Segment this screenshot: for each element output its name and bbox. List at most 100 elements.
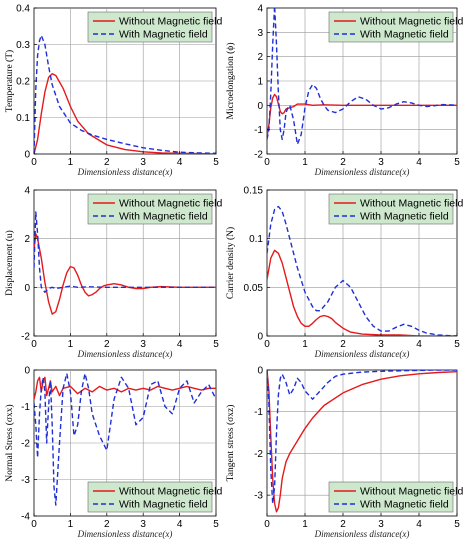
y-tick-label: 0.4 [16,4,30,15]
x-tick-label: 5 [213,339,219,350]
x-tick-label: 1 [68,519,74,530]
x-tick-label: 5 [454,519,460,530]
legend-entry: With Magnetic field [119,211,208,223]
x-tick-label: 2 [340,157,346,168]
y-tick-label: -2 [254,449,263,460]
x-tick-label: 1 [68,157,74,168]
series-line-with-magnetic-field [34,34,216,154]
legend-entry: Without Magnetic field [360,16,463,28]
y-tick-label: -2 [21,332,30,343]
x-tick-label: 5 [454,339,460,350]
series-line-without-magnetic-field [34,73,216,154]
series-line-with-magnetic-field [267,8,457,145]
x-tick-label: 1 [302,339,308,350]
series-line-with-magnetic-field [267,370,457,505]
y-tick-label: 3 [257,28,263,39]
y-axis-label: Temperature (T) [4,50,15,112]
series-line-without-magnetic-field [267,249,457,336]
y-tick-label: -3 [254,491,263,502]
x-tick-label: 4 [416,157,422,168]
legend-box [87,193,213,225]
y-axis-label: Normal Stress (σxx) [4,404,15,481]
x-axis-label: Dimensionless distance(x) [77,167,173,177]
series-line-without-magnetic-field [267,93,457,138]
legend-box [328,11,454,43]
y-tick-label: 1 [257,77,263,88]
y-tick-label: 0 [257,101,263,112]
x-tick-label: 2 [104,519,110,530]
legend-entry: With Magnetic field [119,499,208,511]
panel-carrier-density: 0 1 2 3 4 5 0 0.05 0.1 0.15 Dimensionless distance… [225,186,463,360]
y-tick-label: 4 [257,4,263,15]
x-axis-label: Dimensionless distance(x) [314,349,410,359]
x-tick-label: 3 [140,157,146,168]
y-tick-label: 0 [24,366,30,377]
x-tick-label: 0 [31,339,37,350]
y-tick-label: 2 [257,52,263,63]
y-tick-label: 0 [24,283,30,294]
legend-entry: With Magnetic field [360,29,449,41]
series-line-without-magnetic-field [34,233,216,315]
x-tick-label: 2 [340,339,346,350]
y-tick-label: 2 [24,234,30,245]
legend-box [87,481,213,513]
y-tick-label: 0.2 [16,77,30,88]
x-tick-label: 0 [264,157,270,168]
x-tick-label: 3 [378,519,384,530]
y-tick-label: 0 [257,332,263,343]
panel-tangent-stress: 0 1 2 3 4 5 -3 -2 -1 0 Dimensionless distance(x) Ta… [225,366,463,540]
legend-entry: With Magnetic field [119,29,208,41]
x-tick-label: 4 [416,519,422,530]
y-tick-label: -3 [21,475,30,486]
y-tick-label: 4 [24,186,30,197]
series-line-with-magnetic-field [34,372,216,506]
x-tick-label: 2 [104,339,110,350]
legend-entry: With Magnetic field [360,499,449,511]
x-axis-label: Dimensionless distance(x) [77,529,173,539]
y-tick-label: 0.15 [244,186,264,197]
x-axis-label: Dimensionless distance(x) [314,529,410,539]
x-tick-label: 0 [264,339,270,350]
x-tick-label: 3 [378,339,384,350]
y-tick-label: 0.1 [16,113,30,124]
legend-entry: Without Magnetic field [360,486,463,498]
panel-temperature: 0 1 2 3 4 5 0 0.1 0.2 0.3 0.4 Dimensionless distanc… [4,4,222,178]
series-line-with-magnetic-field [267,205,457,336]
y-tick-label: -2 [254,150,263,161]
x-tick-label: 1 [68,339,74,350]
y-axis-label: Microelongation (ϕ) [225,42,236,119]
x-tick-label: 5 [213,519,219,530]
x-tick-label: 3 [378,157,384,168]
x-tick-label: 3 [140,339,146,350]
legend-entry: With Magnetic field [360,211,449,223]
y-tick-label: 0.1 [249,234,263,245]
x-tick-label: 4 [177,339,183,350]
series-line-with-magnetic-field [34,211,216,293]
y-axis-label: Displacement (u) [4,230,15,296]
panel-normal-stress: 0 1 2 3 4 5 -4 -3 -2 -1 0 Dimensionless distance(x)… [4,366,222,540]
y-axis-label: Tangent stress (σxz) [225,405,236,482]
series-line-without-magnetic-field [34,376,216,400]
x-tick-label: 5 [454,157,460,168]
x-tick-label: 4 [177,519,183,530]
y-tick-label: 0.05 [244,283,264,294]
x-tick-label: 4 [177,157,183,168]
y-tick-label: 0 [257,366,263,377]
x-tick-label: 0 [31,519,37,530]
legend-box [87,11,213,43]
x-tick-label: 2 [104,157,110,168]
legend-box [328,481,454,513]
x-axis-label: Dimensionless distance(x) [77,349,173,359]
x-tick-label: 3 [140,519,146,530]
panel-microelongation: 0 1 2 3 4 5 -2 -1 0 1 2 3 4 Dimensionless distance(x)… [225,4,463,178]
x-tick-label: 1 [302,157,308,168]
x-tick-label: 5 [213,157,219,168]
y-tick-label: -1 [254,125,263,136]
x-tick-label: 2 [340,519,346,530]
